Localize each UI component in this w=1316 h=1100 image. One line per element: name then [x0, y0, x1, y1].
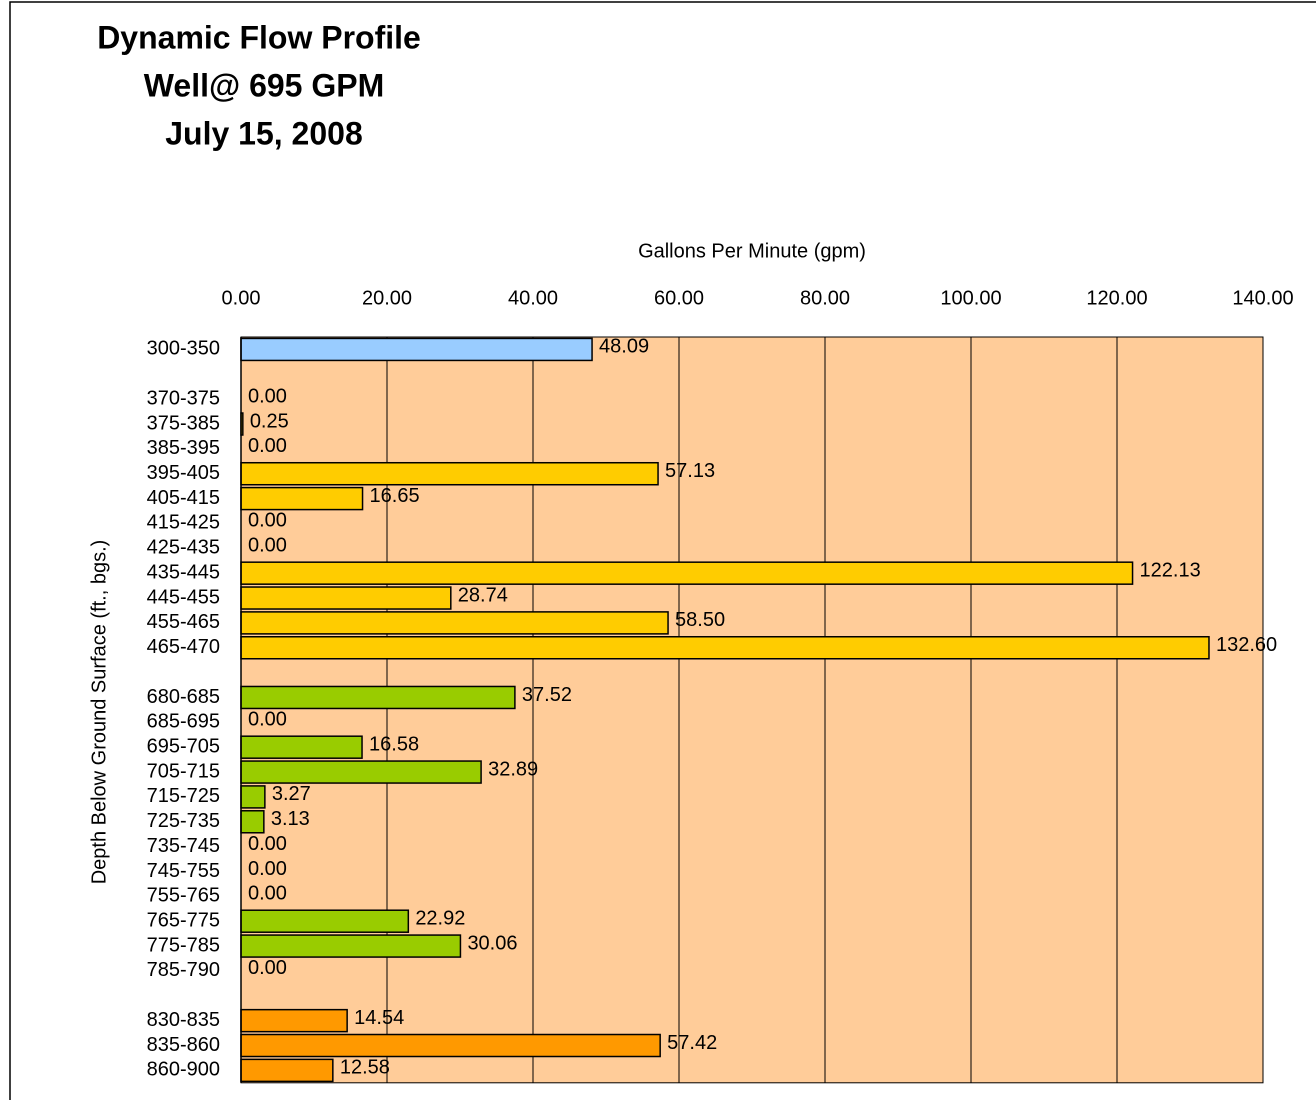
- bar: [240, 561, 1134, 585]
- data-label: 14.54: [354, 1007, 404, 1029]
- y-tick-label: 425-435: [147, 537, 220, 559]
- data-label: 0.00: [248, 385, 287, 407]
- x-tick-label: 20.00: [362, 287, 412, 309]
- bar: [240, 810, 265, 834]
- y-tick-label: 405-415: [147, 487, 220, 509]
- y-tick-label: 745-755: [147, 860, 220, 882]
- bar: [240, 486, 364, 511]
- data-label: 3.13: [271, 808, 310, 830]
- x-tick-label: 140.00: [1232, 287, 1293, 309]
- plot-area: [240, 336, 1264, 1084]
- data-label: 12.58: [340, 1057, 390, 1079]
- bar: [240, 1033, 661, 1058]
- bar: [240, 586, 452, 610]
- x-tick-label: 40.00: [508, 287, 558, 309]
- y-tick-label: 830-835: [147, 1009, 220, 1031]
- data-label: 32.89: [488, 758, 538, 780]
- x-axis-label: Gallons Per Minute (gpm): [638, 240, 866, 262]
- data-label: 0.00: [248, 833, 287, 855]
- bar: [240, 461, 659, 486]
- y-tick-label: 695-705: [147, 735, 220, 757]
- data-label: 22.92: [415, 907, 465, 929]
- data-label: 0.00: [248, 535, 287, 557]
- y-tick-label: 370-375: [147, 387, 220, 409]
- data-label: 16.65: [370, 485, 420, 507]
- bar: [240, 909, 410, 933]
- data-label: 30.06: [467, 932, 517, 954]
- data-label: 132.60: [1216, 634, 1277, 656]
- bar: [240, 735, 363, 759]
- x-tick-label: 60.00: [654, 287, 704, 309]
- data-label: 0.00: [248, 510, 287, 532]
- y-tick-label: 435-445: [147, 561, 220, 583]
- data-label: 37.52: [522, 684, 572, 706]
- chart-title: Well@ 695 GPM: [144, 67, 384, 103]
- y-tick-label: 715-725: [147, 785, 220, 807]
- bar: [240, 1008, 348, 1033]
- y-tick-label: 465-470: [147, 636, 220, 658]
- y-tick-label: 685-695: [147, 711, 220, 733]
- data-label: 28.74: [458, 584, 508, 606]
- data-label: 0.00: [248, 957, 287, 979]
- y-tick-label: 415-425: [147, 512, 220, 534]
- y-tick-label: 385-395: [147, 437, 220, 459]
- x-tick-label: 100.00: [940, 287, 1001, 309]
- data-label: 0.00: [248, 883, 287, 905]
- bar: [240, 685, 516, 710]
- y-tick-label: 300-350: [147, 338, 220, 360]
- bar: [240, 785, 266, 809]
- data-label: 122.13: [1140, 559, 1201, 581]
- data-label: 0.00: [248, 858, 287, 880]
- y-tick-label: 860-900: [147, 1059, 220, 1081]
- x-tick-label: 120.00: [1086, 287, 1147, 309]
- y-tick-label: 765-775: [147, 909, 220, 931]
- y-tick-label: 680-685: [147, 686, 220, 708]
- data-label: 57.42: [667, 1032, 717, 1054]
- y-tick-label: 775-785: [147, 934, 220, 956]
- chart-title: July 15, 2008: [165, 115, 362, 151]
- y-tick-label: 835-860: [147, 1034, 220, 1056]
- y-tick-label: 395-405: [147, 462, 220, 484]
- bar: [240, 760, 482, 784]
- bar: [240, 934, 462, 958]
- y-tick-label: 455-465: [147, 611, 220, 633]
- bar: [240, 611, 669, 635]
- y-tick-label: 445-455: [147, 586, 220, 608]
- data-label: 57.13: [665, 460, 715, 482]
- y-tick-label: 735-745: [147, 835, 220, 857]
- y-tick-label: 755-765: [147, 885, 220, 907]
- x-tick-label: 80.00: [800, 287, 850, 309]
- bar: [240, 1058, 334, 1083]
- chart-frame: [9, 1, 1316, 1100]
- y-tick-label: 705-715: [147, 760, 220, 782]
- data-label: 0.25: [250, 410, 289, 432]
- y-tick-label: 375-385: [147, 412, 220, 434]
- bar: [240, 337, 593, 362]
- y-axis-label: Depth Below Ground Surface (ft., bgs.): [88, 540, 110, 885]
- x-tick-label: 0.00: [222, 287, 261, 309]
- y-tick-label: 785-790: [147, 959, 220, 981]
- data-label: 0.00: [248, 435, 287, 457]
- y-tick-label: 725-735: [147, 810, 220, 832]
- data-label: 58.50: [675, 609, 725, 631]
- data-label: 16.58: [369, 733, 419, 755]
- chart-title: Dynamic Flow Profile: [97, 19, 421, 55]
- data-label: 48.09: [599, 336, 649, 358]
- data-label: 0.00: [248, 709, 287, 731]
- bar: [240, 636, 1210, 660]
- data-label: 3.27: [272, 783, 311, 805]
